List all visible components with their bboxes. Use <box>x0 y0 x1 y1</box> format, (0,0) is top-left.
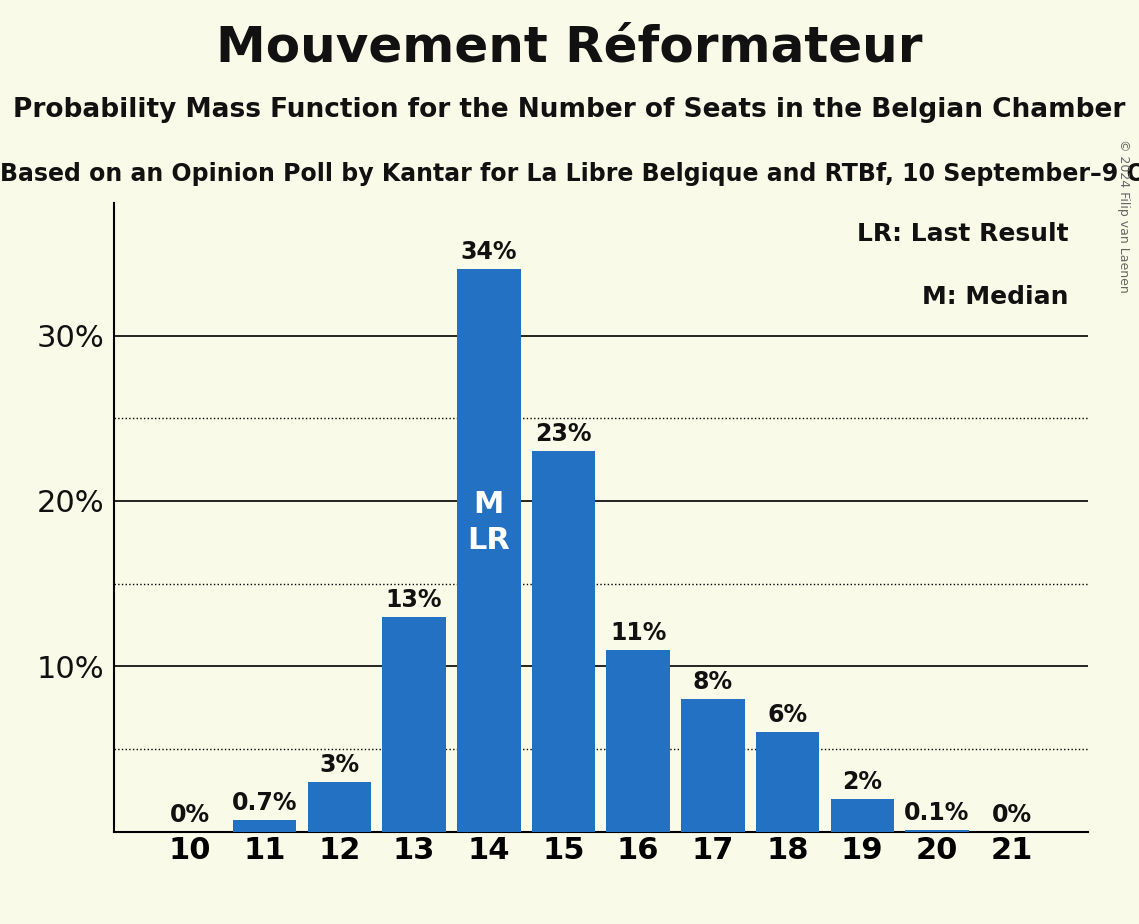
Text: 2%: 2% <box>843 770 883 794</box>
Bar <box>232 820 296 832</box>
Text: Based on an Opinion Poll by Kantar for La Libre Belgique and RTBf, 10 September–: Based on an Opinion Poll by Kantar for L… <box>0 162 1139 186</box>
Bar <box>830 798 894 832</box>
Bar <box>532 451 596 832</box>
Text: 0.7%: 0.7% <box>232 791 297 815</box>
Bar <box>308 782 371 832</box>
Bar <box>606 650 670 832</box>
Text: 34%: 34% <box>460 240 517 264</box>
Text: 0.1%: 0.1% <box>904 801 969 825</box>
Text: Mouvement Réformateur: Mouvement Réformateur <box>216 23 923 71</box>
Text: 11%: 11% <box>611 621 666 645</box>
Text: M
LR: M LR <box>467 490 510 554</box>
Text: 0%: 0% <box>992 803 1032 827</box>
Text: 23%: 23% <box>535 422 592 446</box>
Text: 6%: 6% <box>768 703 808 727</box>
Text: © 2024 Filip van Laenen: © 2024 Filip van Laenen <box>1117 139 1130 292</box>
Text: LR: Last Result: LR: Last Result <box>857 222 1068 246</box>
Text: M: Median: M: Median <box>921 285 1068 309</box>
Bar <box>457 270 521 832</box>
Bar <box>681 699 745 832</box>
Bar <box>383 616 445 832</box>
Bar <box>906 830 969 832</box>
Text: 8%: 8% <box>693 670 734 694</box>
Text: Probability Mass Function for the Number of Seats in the Belgian Chamber: Probability Mass Function for the Number… <box>14 97 1125 123</box>
Bar <box>756 733 819 832</box>
Text: 13%: 13% <box>386 588 442 612</box>
Text: 0%: 0% <box>170 803 210 827</box>
Text: 3%: 3% <box>319 753 360 777</box>
